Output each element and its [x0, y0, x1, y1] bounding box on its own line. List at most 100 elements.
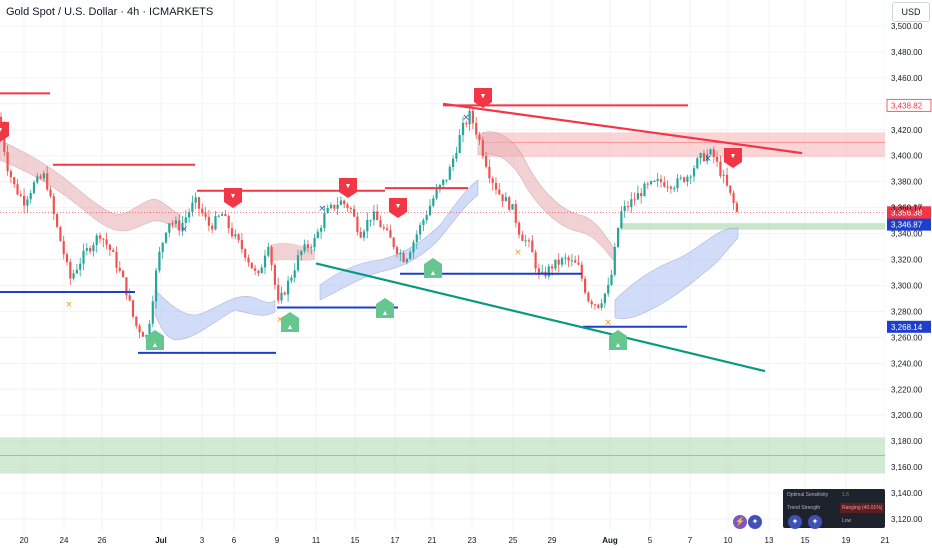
- price-label: 3,268.14: [891, 323, 923, 332]
- candle-body: [666, 186, 669, 188]
- candle-body: [188, 212, 191, 218]
- candle-body: [42, 173, 45, 179]
- candle-body: [593, 304, 597, 306]
- y-tick-label: 3,160.00: [891, 463, 923, 472]
- sell-signal-marker: [339, 178, 357, 198]
- candle-body: [171, 223, 174, 225]
- candle-body: [326, 207, 329, 214]
- candle-body: [498, 189, 501, 195]
- candle-body: [270, 246, 273, 266]
- candle-body: [488, 166, 491, 179]
- candle-body: [676, 178, 679, 189]
- panel-label-sensitivity: Optimal Sensitivity: [787, 492, 829, 498]
- candle-body: [263, 255, 267, 268]
- candle-body: [214, 216, 217, 230]
- candle-body: [82, 250, 85, 264]
- candle-body: [494, 183, 498, 190]
- buy-signal-arrow: ▲: [152, 342, 159, 349]
- cross-marker: ×: [604, 318, 612, 328]
- y-tick-label: 3,480.00: [891, 48, 923, 57]
- candle-body: [722, 174, 725, 176]
- cross-marker: ×: [514, 248, 522, 258]
- price-label: 3,438.82: [891, 101, 923, 110]
- candle-body: [349, 207, 352, 209]
- candle-body: [36, 176, 39, 183]
- candle-body: [560, 258, 564, 265]
- candle-body: [320, 227, 323, 232]
- x-tick-label: Jul: [155, 536, 167, 545]
- candle-body: [244, 249, 247, 258]
- candle-body: [501, 194, 504, 202]
- candle-body: [201, 208, 204, 214]
- us-flag-icon[interactable]: ✦: [748, 515, 762, 529]
- candle-body: [669, 186, 672, 189]
- candle-body: [59, 226, 62, 242]
- candle-body: [706, 154, 709, 162]
- candle-body: [412, 242, 415, 253]
- candle-body: [333, 204, 336, 209]
- candle-body: [267, 246, 270, 256]
- panel-label-trend: Trend Strength: [787, 505, 821, 511]
- y-tick-label: 3,120.00: [891, 515, 923, 524]
- price-label: 3,360.17: [891, 203, 923, 212]
- candle-body: [514, 204, 517, 223]
- currency-selector[interactable]: USD: [892, 2, 930, 22]
- candle-body: [207, 216, 210, 226]
- candle-body: [92, 245, 95, 252]
- candle-body: [673, 188, 676, 190]
- candle-body: [184, 217, 187, 223]
- candle-body: [148, 323, 151, 336]
- candle-body: [692, 168, 696, 177]
- candle-body: [356, 216, 359, 233]
- candle-body: [643, 183, 646, 197]
- lightning-icon[interactable]: ⚡: [733, 515, 747, 529]
- candle-body: [280, 292, 283, 301]
- candle-body: [336, 204, 339, 209]
- candle-body: [194, 197, 197, 203]
- candle-body: [174, 220, 177, 224]
- candle-body: [689, 176, 692, 178]
- buy-signal-arrow: ▲: [382, 310, 389, 317]
- candle-body: [716, 156, 719, 162]
- us-flag-event-icon[interactable]: ✦: [788, 515, 802, 529]
- buy-signal-marker: [376, 298, 394, 318]
- candle-body: [366, 219, 369, 232]
- candle-body: [382, 227, 385, 229]
- cross-marker: ×: [704, 154, 712, 164]
- candle-body: [709, 149, 712, 155]
- candle-body: [577, 262, 580, 265]
- candle-body: [0, 116, 3, 125]
- us-flag-event-icon-2[interactable]: ✦: [808, 515, 822, 529]
- price-label-bg: [887, 218, 931, 231]
- sell-signal-marker: [224, 188, 242, 208]
- candle-body: [79, 263, 82, 270]
- candle-body: [277, 284, 280, 301]
- price-axis: [885, 0, 932, 550]
- y-tick-label: 3,320.00: [891, 256, 923, 265]
- candle-body: [125, 277, 128, 296]
- y-tick-label: 3,240.00: [891, 359, 923, 368]
- y-tick-label: 3,200.00: [891, 411, 923, 420]
- candle-body: [458, 135, 461, 153]
- candle-body: [39, 176, 42, 179]
- candle-body: [141, 332, 144, 337]
- candle-body: [250, 262, 253, 269]
- x-tick-label: 15: [351, 536, 360, 545]
- candle-body: [13, 177, 16, 185]
- candle-body: [650, 181, 653, 184]
- candle-body: [178, 220, 181, 231]
- candle-body: [155, 270, 158, 302]
- x-tick-label: 6: [232, 536, 237, 545]
- candle-body: [62, 241, 65, 255]
- candle-body: [590, 301, 593, 305]
- candle-body: [353, 208, 356, 217]
- candle-body: [323, 213, 326, 228]
- buy-signal-marker: [146, 330, 164, 350]
- candle-body: [524, 240, 527, 242]
- candle-body: [65, 254, 69, 263]
- candle-body: [547, 266, 550, 277]
- candle-body: [343, 200, 346, 205]
- candle-body: [475, 123, 478, 135]
- x-tick-label: 25: [509, 536, 518, 545]
